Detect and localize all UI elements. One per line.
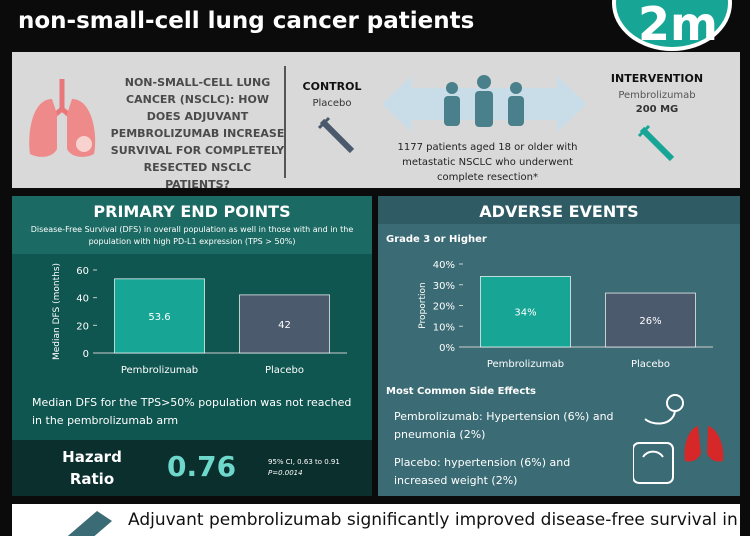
- dfs-note: Median DFS for the TPS>50% population wa…: [32, 396, 352, 427]
- adverse-panel: ADVERSE EVENTS Grade 3 or Higher 0% 10% 20…: [378, 196, 740, 496]
- intervention-dose: 200 MG: [635, 104, 679, 115]
- population: 1177 patients aged 18 or older with meta…: [397, 142, 578, 183]
- side-effect-icons: [633, 394, 724, 484]
- side-heading: Most Common Side Effects: [386, 386, 536, 397]
- intervention-label: INTERVENTION: [610, 72, 704, 85]
- bar: [605, 292, 696, 348]
- y-axis-label: Proportion: [418, 282, 428, 328]
- intervention-drug: Pembrolizumab: [618, 90, 696, 101]
- y-tick-label: 20: [76, 321, 89, 332]
- adverse-heading: ADVERSE EVENTS: [479, 202, 639, 221]
- adverse-header-bg: [378, 196, 740, 224]
- syringe-icon: [637, 124, 675, 162]
- x-tick-label: Placebo: [265, 365, 304, 376]
- value-label: 53.6: [148, 312, 170, 323]
- y-tick-label: 40: [76, 294, 89, 305]
- hr-p: P=0.0014: [268, 469, 303, 477]
- primary-panel: PRIMARY END POINTS Disease-Free Survival…: [12, 196, 372, 496]
- pembro-effects: Pembrolizumab: Hypertension (6%) and pne…: [394, 410, 614, 441]
- control-label: CONTROL: [302, 80, 362, 93]
- header-title: non-small-cell lung cancer patients: [18, 8, 475, 34]
- ae-chart: 0% 10% 20% 30% 40% Proportion 34% Pembrolizumab…: [418, 260, 713, 370]
- footer: Adjuvant pembrolizumab significantly imp…: [12, 504, 740, 536]
- y-tick-label: 0: [83, 349, 89, 360]
- bar: [239, 294, 330, 354]
- placebo-effects: Placebo: hypertension (6%) and increased…: [394, 456, 571, 487]
- primary-header-bg: [12, 196, 372, 254]
- hr-label: Hazard Ratio: [62, 448, 122, 488]
- control-drug: Placebo: [312, 98, 352, 109]
- lungs-icon: [29, 79, 96, 157]
- x-tick-label: Pembrolizumab: [121, 365, 198, 376]
- hr-value: 0.76: [167, 450, 237, 483]
- x-tick-label: Pembrolizumab: [487, 359, 564, 370]
- primary-subtitle: Disease-Free Survival (DFS) in overall p…: [30, 225, 354, 246]
- y-tick-label: 10%: [433, 322, 455, 333]
- footer-icon: [67, 511, 112, 536]
- dfs-chart: 0 20 40 60 Median DFS (months) 53.6 Pembrolizu…: [52, 263, 347, 376]
- ae-chart-title: Grade 3 or Higher: [386, 234, 487, 245]
- footer-text: Adjuvant pembrolizumab significantly imp…: [128, 510, 738, 530]
- bar: [480, 276, 571, 348]
- y-tick-label: 20%: [433, 302, 455, 313]
- y-tick-label: 0%: [439, 343, 455, 354]
- x-tick-label: Placebo: [631, 359, 670, 370]
- value-label: 34%: [514, 308, 536, 319]
- value-label: 42: [278, 320, 291, 331]
- study-question: NON-SMALL-CELL LUNG CANCER (NSCLC): HOW …: [110, 76, 285, 191]
- hr-ci: 95% CI, 0.63 to 0.91: [268, 458, 340, 466]
- divider: [284, 66, 286, 178]
- y-tick-label: 30%: [433, 281, 455, 292]
- logo: 2m: [612, 0, 732, 51]
- y-tick-label: 60: [76, 266, 89, 277]
- y-tick-label: 40%: [433, 260, 455, 271]
- arrow-people: [382, 75, 587, 132]
- value-label: 26%: [639, 316, 661, 327]
- study-panel: NON-SMALL-CELL LUNG CANCER (NSCLC): HOW …: [12, 52, 740, 191]
- logo-text: 2m: [638, 0, 718, 51]
- bar: [114, 278, 205, 354]
- primary-heading: PRIMARY END POINTS: [93, 202, 291, 221]
- syringe-icon: [317, 116, 355, 154]
- y-axis-label: Median DFS (months): [52, 263, 62, 360]
- hr-box: Hazard Ratio 0.76 95% CI, 0.63 to 0.91 P…: [12, 440, 372, 496]
